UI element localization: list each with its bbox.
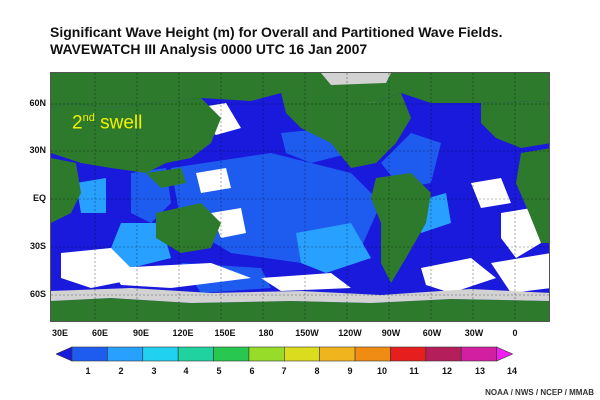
lon-label-120e: 120E (172, 328, 194, 338)
colorbar-arrow-high (496, 346, 514, 362)
colorbar-label-3: 3 (151, 366, 157, 376)
land-europe (481, 101, 549, 148)
lon-label-90e: 90E (132, 328, 150, 338)
lat-label-60n: 60N (29, 98, 46, 108)
colorbar-label-12: 12 (441, 366, 453, 376)
colorbar-label-7: 7 (281, 366, 287, 376)
colorbar-arrow-low (56, 346, 73, 362)
lon-label-30e: 30E (51, 328, 69, 338)
colorbar-cells (56, 346, 514, 362)
lat-label-30n: 30N (29, 145, 46, 155)
colorbar-cell (284, 346, 320, 362)
swell-label-ordinal: nd (82, 112, 95, 124)
landmass (51, 73, 549, 321)
colorbar-label-4: 4 (183, 366, 189, 376)
colorbar-label-5: 5 (216, 366, 222, 376)
land-maritime-asia (146, 168, 186, 188)
colorbar-cell (177, 346, 214, 362)
lon-label-90w: 90W (381, 328, 401, 338)
wave-height-map (50, 72, 550, 322)
colorbar-cell (319, 346, 356, 362)
land-africa-west (51, 158, 81, 223)
colorbar-cell (248, 346, 285, 362)
colorbar-label-6: 6 (249, 366, 255, 376)
colorbar-label-9: 9 (347, 366, 353, 376)
colorbar-label-14: 14 (506, 366, 518, 376)
colorbar-label-8: 8 (314, 366, 320, 376)
map-subtitle: WAVEWATCH III Analysis 0000 UTC 16 Jan 2… (50, 41, 368, 57)
lon-label-30w: 30W (464, 328, 484, 338)
lat-label-eq: EQ (32, 193, 46, 203)
map-title: Significant Wave Height (m) for Overall … (50, 24, 503, 40)
swell-label-text: swell (94, 112, 143, 134)
lon-label-180: 180 (258, 328, 274, 338)
colorbar-cell (354, 346, 391, 362)
colorbar-cell (107, 346, 144, 362)
colorbar-cell (390, 346, 427, 362)
lat-label-30s: 30S (29, 241, 46, 251)
land-antarctica (51, 298, 549, 321)
map-canvas (51, 73, 549, 321)
credit-text: NOAA / NWS / NCEP / MMAB (485, 388, 594, 397)
swell-label-number: 2 (72, 112, 83, 134)
lon-label-0: 0 (512, 328, 518, 338)
land-africa (516, 148, 549, 243)
lat-label-60s: 60S (29, 289, 46, 299)
lon-label-150e: 150E (214, 328, 236, 338)
lon-label-120w: 120W (338, 328, 362, 338)
colorbar-cell (213, 346, 250, 362)
colorbar-label-11: 11 (409, 366, 419, 376)
colorbar-cell (71, 346, 108, 362)
colorbar-label-2: 2 (118, 366, 124, 376)
colorbar-label-10: 10 (376, 366, 388, 376)
lon-label-150w: 150W (295, 328, 319, 338)
colorbar-cell (460, 346, 497, 362)
lon-label-60w: 60W (422, 328, 442, 338)
colorbar-cell (142, 346, 179, 362)
colorbar-label-1: 1 (85, 366, 91, 376)
swell-partition-label: 2nd swell (72, 112, 142, 134)
land-north-america (281, 93, 411, 168)
land-australia (156, 203, 221, 253)
land-south-america (371, 173, 431, 283)
land-asia (51, 98, 221, 173)
graticule (51, 73, 549, 321)
land-north (51, 73, 549, 108)
sea-ice (51, 73, 549, 303)
colorbar-cell (425, 346, 462, 362)
colorbar (56, 346, 514, 362)
colorbar-label-13: 13 (474, 366, 486, 376)
lon-label-60e: 60E (91, 328, 109, 338)
